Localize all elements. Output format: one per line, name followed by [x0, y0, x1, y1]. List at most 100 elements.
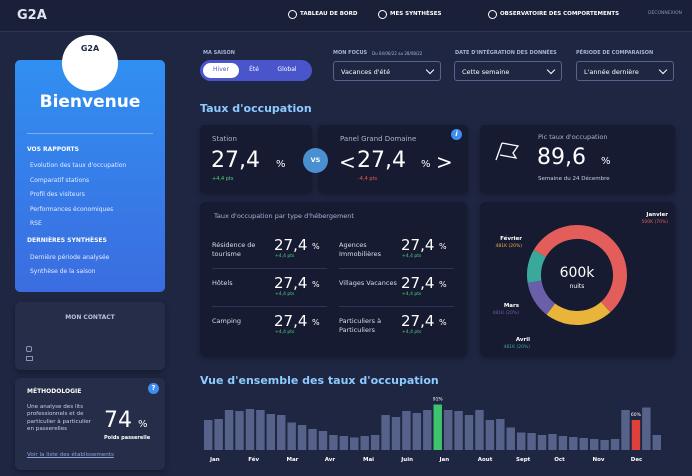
type-unit: %	[312, 318, 320, 327]
panel-prev[interactable]: <	[339, 150, 356, 174]
type-value: 27,4	[274, 236, 308, 254]
donut-name: Janvier	[645, 212, 668, 218]
bar	[287, 422, 296, 450]
bar	[277, 415, 286, 450]
logout[interactable]: DÉCONNEXION	[648, 11, 682, 16]
bar	[443, 410, 453, 450]
synthesis-link[interactable]: Synthèse de la saison	[30, 268, 96, 275]
syntheses-title: DERNIÈRES SYNTHÈSES	[27, 237, 107, 244]
donut-center-label: nuits	[570, 283, 585, 290]
method-text: Une analyse des lits professionnels et d…	[27, 404, 91, 432]
bar	[412, 413, 422, 450]
mail-icon	[26, 356, 33, 361]
welcome: Bienvenue	[39, 92, 141, 112]
bar	[621, 410, 630, 450]
panel-value: 27,4	[357, 148, 406, 173]
bar	[235, 411, 244, 450]
month-label: Oct	[554, 457, 565, 463]
info-icon[interactable]: i	[451, 129, 462, 140]
bar	[600, 440, 609, 450]
section-title: Taux d'occupation	[200, 102, 312, 115]
peak-unit: %	[601, 156, 611, 167]
report-link[interactable]: Performances économiques	[30, 205, 114, 213]
bar	[391, 417, 401, 450]
synthesis-link[interactable]: Dernière période analysée	[30, 254, 110, 261]
month-label: Dec	[631, 457, 643, 463]
donut-name: Mars	[504, 303, 520, 309]
bar	[423, 410, 432, 450]
method-link[interactable]: Voir la liste des établissements	[27, 452, 114, 458]
avatar	[62, 35, 118, 91]
month-label: Juin	[400, 457, 413, 463]
type-name: Hôtels	[212, 279, 233, 287]
season-option[interactable]: Été	[249, 66, 259, 73]
donut-name: Février	[500, 235, 522, 242]
month-label: Nov	[593, 457, 605, 463]
month-label: Mar	[287, 457, 299, 463]
method-caption: Poids passerelle	[104, 435, 151, 441]
bar	[569, 437, 578, 450]
month-label: Jan	[209, 457, 220, 463]
logo[interactable]: G2A	[17, 8, 47, 23]
type-value: 27,4	[274, 274, 308, 292]
type-unit: %	[439, 318, 447, 327]
focus-label: MON FOCUS	[333, 50, 368, 56]
bar	[433, 404, 442, 450]
type-name: Résidence de tourisme	[212, 241, 256, 258]
type-divider	[339, 268, 454, 269]
type-delta: +4,4 pts	[275, 330, 295, 335]
bar	[339, 436, 349, 450]
panel-next[interactable]: >	[436, 150, 453, 174]
type-delta: +4,4 pts	[402, 292, 422, 297]
month-label: Fév	[248, 456, 259, 463]
bar	[224, 410, 234, 450]
report-link[interactable]: Comparatif stations	[30, 176, 90, 184]
type-name: Camping	[212, 317, 242, 325]
period-select[interactable]: L'année dernière	[576, 61, 674, 81]
donut-label: 481K (20%)	[496, 243, 523, 249]
type-unit: %	[439, 280, 447, 289]
type-divider	[212, 268, 327, 269]
nav-item[interactable]: TABLEAU DE BORD	[300, 11, 358, 17]
method-card	[15, 378, 165, 470]
season-active	[203, 63, 239, 78]
type-value: 27,4	[401, 312, 435, 330]
bar	[496, 419, 505, 450]
bar	[402, 411, 411, 450]
method-value: 74	[104, 408, 132, 433]
report-link[interactable]: RSE	[30, 220, 42, 228]
nav-item[interactable]: OBSERVATOIRE DES COMPORTEMENTS	[500, 11, 620, 17]
donut-center-value: 600k	[560, 265, 596, 281]
nav-item[interactable]: MES SYNTHÈSES	[390, 11, 442, 17]
bar	[589, 439, 599, 450]
peak-card	[480, 125, 675, 193]
focus-select[interactable]: Vacances d'été	[333, 61, 441, 81]
type-card	[200, 202, 467, 356]
date-select[interactable]: Cette semaine	[454, 61, 562, 81]
help-icon[interactable]: ?	[148, 383, 159, 394]
bar	[297, 425, 307, 450]
bar	[454, 411, 463, 450]
bar	[516, 432, 526, 450]
type-unit: %	[312, 280, 320, 289]
panel-label: Panel Grand Domaine	[340, 135, 417, 143]
contact-title: MON CONTACT	[65, 314, 115, 321]
report-link[interactable]: Evolution des taux d'occupation	[30, 162, 127, 169]
month-label: Mai	[363, 457, 374, 463]
panel-delta: -4,4 pts	[358, 176, 378, 182]
bar	[308, 429, 317, 450]
month-label: Sept	[516, 457, 531, 463]
bar	[214, 419, 223, 450]
bar-label: 60%	[631, 412, 642, 418]
date-label: DATE D'INTÉGRATION DES DONNÉES	[455, 50, 557, 56]
donut-label: 500K (70%)	[642, 219, 669, 225]
method-unit: %	[138, 419, 148, 430]
bar	[558, 436, 568, 450]
type-title: Taux d'occupation par type d'hébergement	[214, 212, 354, 220]
report-link[interactable]: Profil des visiteurs	[30, 191, 85, 199]
avatar-text: G2A	[80, 44, 100, 53]
month-label: Avr	[325, 457, 336, 463]
season-option[interactable]: Global	[277, 66, 297, 73]
season-option[interactable]: Hiver	[213, 66, 229, 73]
